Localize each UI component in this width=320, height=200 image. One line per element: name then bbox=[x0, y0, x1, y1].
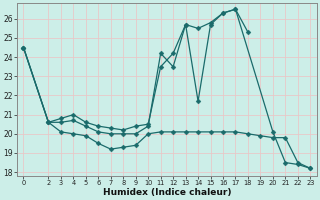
X-axis label: Humidex (Indice chaleur): Humidex (Indice chaleur) bbox=[103, 188, 231, 197]
